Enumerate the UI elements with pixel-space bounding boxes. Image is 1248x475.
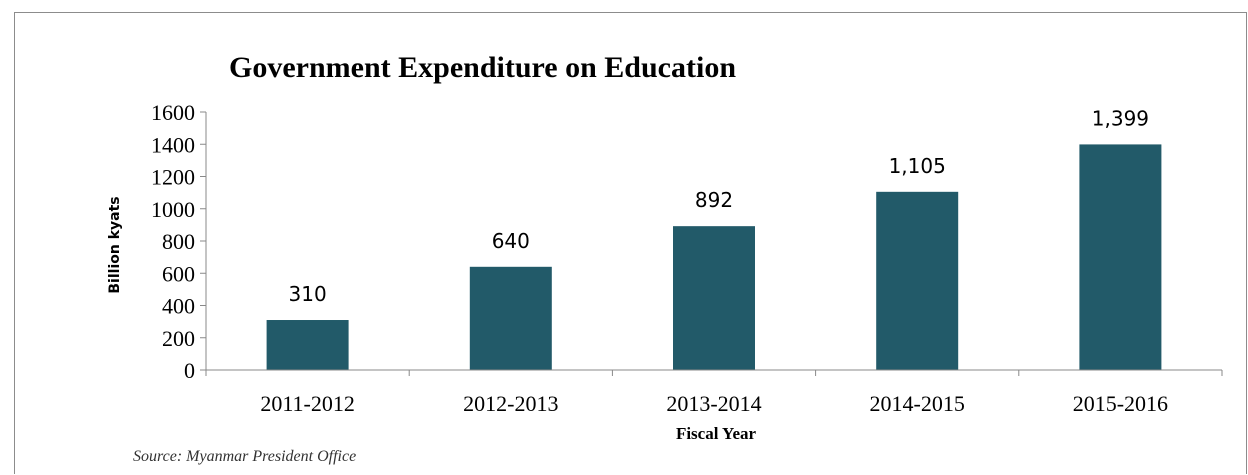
chart-frame xyxy=(14,12,1247,474)
bar xyxy=(469,266,552,370)
y-tick-label: 400 xyxy=(162,294,195,319)
source-note: Source: Myanmar President Office xyxy=(133,448,357,465)
y-tick-label: 800 xyxy=(162,229,195,254)
y-tick-label: 0 xyxy=(184,358,195,383)
y-tick-label: 1600 xyxy=(151,100,195,125)
bars xyxy=(266,144,1162,370)
bar-data-label: 640 xyxy=(492,229,530,253)
chart-title: Government Expenditure on Education xyxy=(229,51,736,84)
y-axis-ticks: 0 200 400 600 800 1000 1200 1400 1600 xyxy=(151,100,206,383)
x-axis-ticks: 2011-2012 2012-2013 2013-2014 2014-2015 2015… xyxy=(205,370,1223,416)
bar-data-label: 892 xyxy=(695,188,733,212)
bar xyxy=(266,320,349,370)
axes xyxy=(205,112,1222,371)
x-axis-label: Fiscal Year xyxy=(676,424,757,443)
y-tick-label: 1200 xyxy=(151,165,195,190)
y-tick-label: 200 xyxy=(162,326,195,351)
x-tick-label: 2012-2013 xyxy=(463,391,558,416)
y-tick-label: 1000 xyxy=(151,197,195,222)
x-tick-label: 2014-2015 xyxy=(870,391,965,416)
y-tick-label: 600 xyxy=(162,261,195,286)
bar xyxy=(673,226,755,370)
bar xyxy=(1079,144,1162,370)
x-tick-label: 2015-2016 xyxy=(1073,391,1168,416)
x-tick-label: 2013-2014 xyxy=(666,391,761,416)
y-axis-label: Billion kyats xyxy=(107,196,123,293)
bar-data-label: 1,105 xyxy=(889,154,946,178)
data-labels: 310 640 892 1,105 1,399 xyxy=(289,106,1150,306)
x-tick-label: 2011-2012 xyxy=(260,391,355,416)
bar-data-label: 1,399 xyxy=(1092,106,1149,130)
bar-data-label: 310 xyxy=(289,282,327,306)
bar xyxy=(876,191,959,370)
y-tick-label: 1400 xyxy=(151,132,195,157)
